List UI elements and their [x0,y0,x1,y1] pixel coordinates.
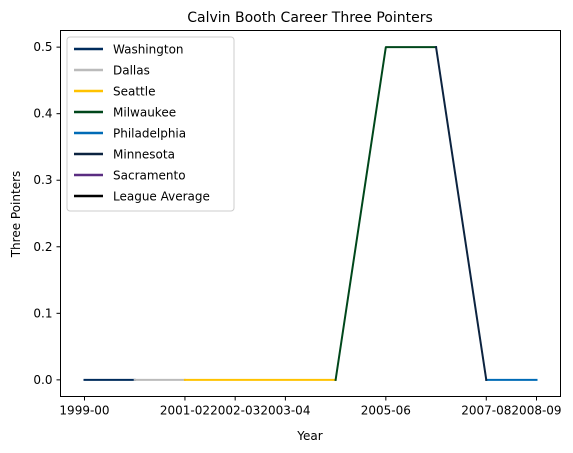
series-line-milwaukee [334,46,438,381]
series-line-minnesota [434,46,488,381]
x-axis-label: Year [296,429,322,443]
legend-label: Washington [113,43,184,57]
x-axis-ticks: 1999-00 2001-02 2002-03 2003-04 2005-06 2007-… [59,396,562,418]
x-tick-label: 2008-09 [511,404,561,418]
y-tick-label: 0.2 [33,240,52,254]
y-axis-label: Three Pointers [9,171,23,259]
legend-label: League Average [113,190,210,204]
legend-label: Dallas [113,64,150,78]
legend-label: Milwaukee [113,106,176,120]
x-tick-label: 2001-02 [160,404,210,418]
legend-label: Minnesota [113,148,175,162]
legend-label: Sacramento [113,169,186,183]
y-tick-label: 0.3 [33,173,52,187]
legend-frame [66,36,235,212]
x-tick-label: 2003-04 [260,404,310,418]
y-tick-label: 0.0 [33,373,52,387]
y-axis-ticks: 0.0 0.1 0.2 0.3 0.4 0.5 [33,40,61,387]
plot-frame [60,30,561,397]
x-tick-label: 1999-00 [59,404,109,418]
x-tick-label: 2007-08 [461,404,511,418]
y-tick-label: 0.4 [33,107,52,121]
x-tick-label: 2002-03 [210,404,260,418]
legend-label: Philadelphia [113,127,186,141]
series-lines [83,46,538,381]
legend: Washington Dallas Seattle Milwaukee Philadel… [66,36,235,212]
y-tick-label: 0.1 [33,306,52,320]
y-tick-label: 0.5 [33,40,52,54]
legend-label: Seattle [113,85,155,99]
chart-title: Calvin Booth Career Three Pointers [187,10,433,26]
x-tick-label: 2005-06 [361,404,411,418]
